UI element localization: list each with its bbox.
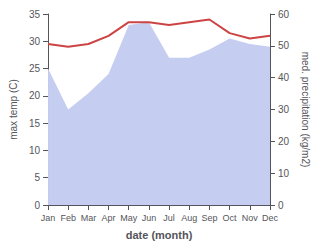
- svg-text:Oct: Oct: [223, 213, 238, 223]
- svg-text:Dec: Dec: [262, 213, 279, 223]
- svg-text:Sep: Sep: [201, 213, 217, 223]
- svg-text:30: 30: [29, 36, 41, 47]
- svg-text:15: 15: [29, 118, 41, 129]
- svg-text:Feb: Feb: [60, 213, 76, 223]
- svg-text:5: 5: [34, 172, 40, 183]
- svg-text:40: 40: [278, 72, 290, 83]
- svg-text:May: May: [120, 213, 138, 223]
- svg-text:med. precipitation (kg/m2): med. precipitation (kg/m2): [300, 52, 311, 168]
- svg-text:max temp (C): max temp (C): [8, 79, 19, 140]
- svg-text:60: 60: [278, 9, 290, 20]
- svg-text:50: 50: [278, 40, 290, 51]
- svg-text:Apr: Apr: [102, 213, 116, 223]
- svg-text:date (month): date (month): [126, 229, 193, 241]
- svg-text:Nov: Nov: [242, 213, 259, 223]
- svg-text:30: 30: [278, 104, 290, 115]
- svg-text:20: 20: [29, 90, 41, 101]
- svg-text:0: 0: [34, 200, 40, 211]
- svg-text:0: 0: [278, 200, 284, 211]
- svg-text:35: 35: [29, 9, 41, 20]
- svg-text:Jan: Jan: [41, 213, 56, 223]
- svg-text:25: 25: [29, 63, 41, 74]
- svg-text:10: 10: [29, 145, 41, 156]
- svg-text:20: 20: [278, 136, 290, 147]
- svg-text:Aug: Aug: [181, 213, 197, 223]
- svg-text:Jun: Jun: [142, 213, 157, 223]
- svg-text:Mar: Mar: [81, 213, 97, 223]
- svg-text:Jul: Jul: [163, 213, 175, 223]
- svg-text:10: 10: [278, 168, 290, 179]
